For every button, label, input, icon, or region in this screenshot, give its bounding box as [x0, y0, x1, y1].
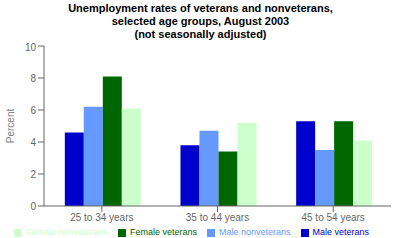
- html-text:Female nonveterans: Female nonveterans: [25, 227, 108, 237]
- svg-text:6: 6: [30, 105, 36, 116]
- svg-text:8: 8: [30, 73, 36, 84]
- svg-text:0: 0: [30, 201, 36, 212]
- html-text:Male nonveterans: Male nonveterans: [219, 227, 291, 237]
- svg-text:Percent: Percent: [8, 109, 16, 144]
- html-text:Male veterans: Male veterans: [312, 227, 370, 237]
- svg-text:35 to 44 years: 35 to 44 years: [186, 212, 249, 223]
- svg-text:4: 4: [30, 137, 36, 148]
- svg-text:10: 10: [25, 42, 37, 53]
- svg-text:25 to 34 years: 25 to 34 years: [70, 212, 133, 223]
- html-text:Unemployment rates of veterans: Unemployment rates of veterans and nonve…: [68, 2, 333, 40]
- html-text:Female veterans: Female veterans: [130, 227, 197, 237]
- svg-text:2: 2: [30, 169, 36, 180]
- svg-text:45 to 54 years: 45 to 54 years: [301, 212, 364, 223]
